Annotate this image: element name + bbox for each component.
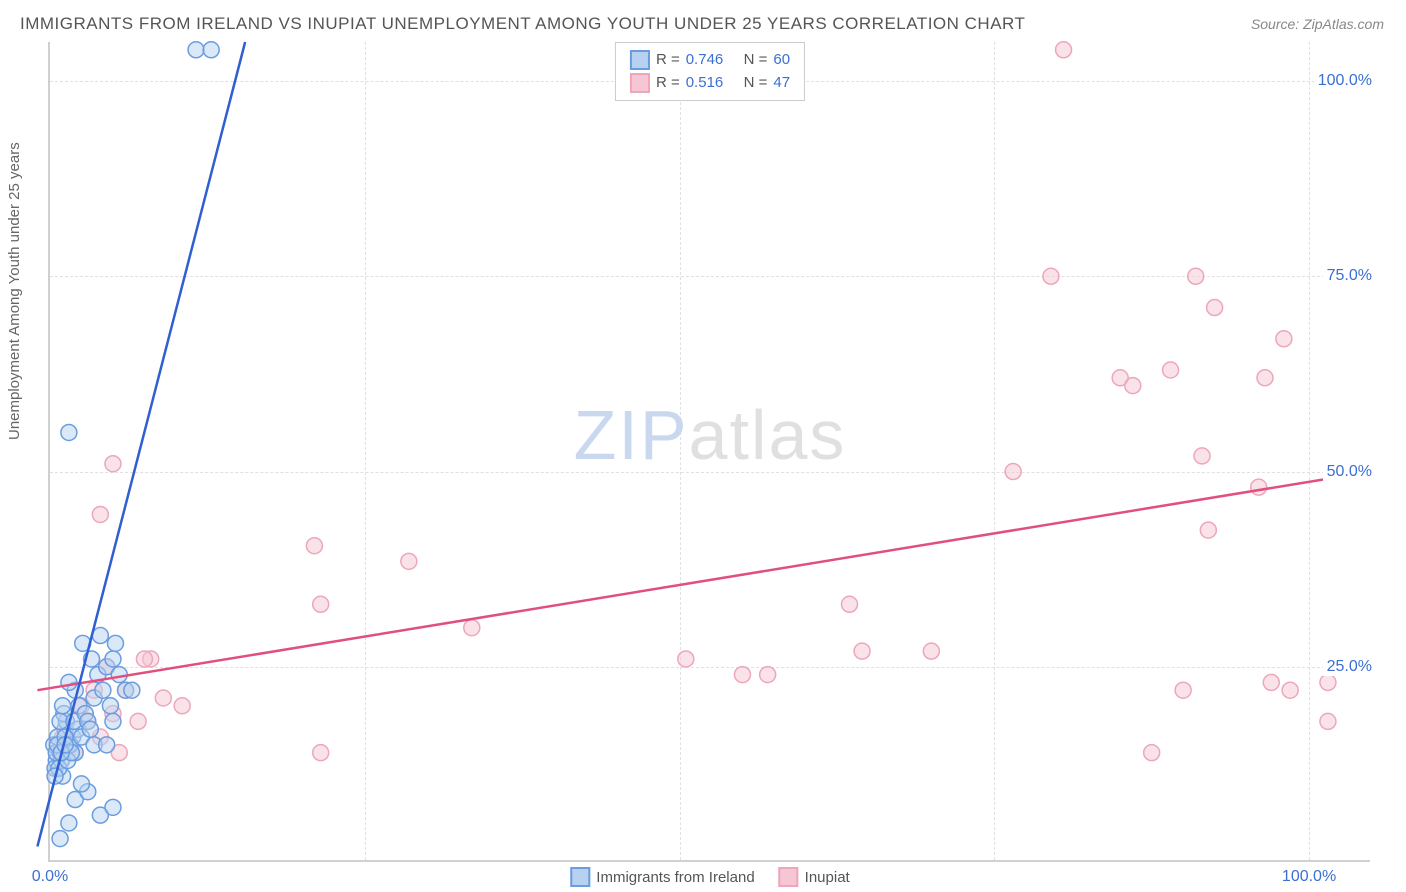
data-point <box>1257 370 1273 386</box>
data-point <box>1194 448 1210 464</box>
y-axis-label: Unemployment Among Youth under 25 years <box>6 142 23 440</box>
y-tick-label: 100.0% <box>1314 72 1372 90</box>
data-point <box>155 690 171 706</box>
data-point <box>313 596 329 612</box>
data-point <box>1276 331 1292 347</box>
data-point <box>734 667 750 683</box>
data-point <box>1207 300 1223 316</box>
chart-container: IMMIGRANTS FROM IRELAND VS INUPIAT UNEMP… <box>0 0 1406 892</box>
n-value-1: 47 <box>773 72 790 95</box>
data-point <box>1163 362 1179 378</box>
data-point <box>61 424 77 440</box>
r-value-0: 0.746 <box>686 49 724 72</box>
data-point <box>1125 378 1141 394</box>
data-point <box>1200 522 1216 538</box>
data-point <box>678 651 694 667</box>
data-point <box>188 42 204 58</box>
legend-item-0: Immigrants from Ireland <box>570 867 754 887</box>
data-point <box>1320 674 1336 690</box>
data-point <box>203 42 219 58</box>
data-point <box>923 643 939 659</box>
data-point <box>52 831 68 847</box>
stats-row-0: R = 0.746 N = 60 <box>630 49 790 72</box>
stats-legend: R = 0.746 N = 60 R = 0.516 N = 47 <box>615 42 805 101</box>
scatter-plot-svg <box>50 42 1370 860</box>
data-point <box>107 635 123 651</box>
data-point <box>841 596 857 612</box>
data-point <box>306 538 322 554</box>
data-point <box>92 628 108 644</box>
data-point <box>1144 745 1160 761</box>
data-point <box>73 776 89 792</box>
y-tick-label: 25.0% <box>1323 658 1372 676</box>
data-point <box>1043 268 1059 284</box>
chart-title: IMMIGRANTS FROM IRELAND VS INUPIAT UNEMP… <box>20 14 1025 34</box>
legend-swatch-0 <box>570 867 590 887</box>
data-point <box>1175 682 1191 698</box>
data-point <box>61 674 77 690</box>
data-point <box>1005 464 1021 480</box>
data-point <box>105 651 121 667</box>
data-point <box>130 713 146 729</box>
data-point <box>174 698 190 714</box>
data-point <box>313 745 329 761</box>
data-point <box>1320 713 1336 729</box>
n-value-0: 60 <box>773 49 790 72</box>
y-tick-label: 75.0% <box>1323 267 1372 285</box>
stats-swatch-0 <box>630 50 650 70</box>
x-tick-label: 0.0% <box>32 868 68 886</box>
data-point <box>111 667 127 683</box>
data-point <box>102 698 118 714</box>
data-point <box>95 682 111 698</box>
data-point <box>105 713 121 729</box>
data-point <box>1263 674 1279 690</box>
data-point <box>82 721 98 737</box>
series-legend: Immigrants from Ireland Inupiat <box>570 867 849 887</box>
legend-item-1: Inupiat <box>779 867 850 887</box>
n-label-0: N = <box>744 49 768 72</box>
data-point <box>854 643 870 659</box>
data-point <box>1188 268 1204 284</box>
data-point <box>105 456 121 472</box>
source-label: Source: ZipAtlas.com <box>1251 16 1384 32</box>
data-point <box>92 506 108 522</box>
data-point <box>136 651 152 667</box>
legend-label-0: Immigrants from Ireland <box>596 869 754 886</box>
stats-swatch-1 <box>630 73 650 93</box>
plot-area: ZIPatlas R = 0.746 N = 60 R = 0.516 N = … <box>48 42 1370 862</box>
data-point <box>464 620 480 636</box>
data-point <box>61 815 77 831</box>
data-point <box>105 799 121 815</box>
legend-label-1: Inupiat <box>805 869 850 886</box>
data-point <box>401 553 417 569</box>
data-point <box>1056 42 1072 58</box>
y-tick-label: 50.0% <box>1323 463 1372 481</box>
stats-row-1: R = 0.516 N = 47 <box>630 72 790 95</box>
n-label-1: N = <box>744 72 768 95</box>
r-label-1: R = <box>656 72 680 95</box>
legend-swatch-1 <box>779 867 799 887</box>
data-point <box>99 737 115 753</box>
trend-line <box>37 472 1372 691</box>
data-point <box>124 682 140 698</box>
data-point <box>760 667 776 683</box>
data-point <box>55 698 71 714</box>
x-tick-label: 100.0% <box>1282 868 1336 886</box>
data-point <box>1251 479 1267 495</box>
r-label-0: R = <box>656 49 680 72</box>
data-point <box>1282 682 1298 698</box>
r-value-1: 0.516 <box>686 72 724 95</box>
